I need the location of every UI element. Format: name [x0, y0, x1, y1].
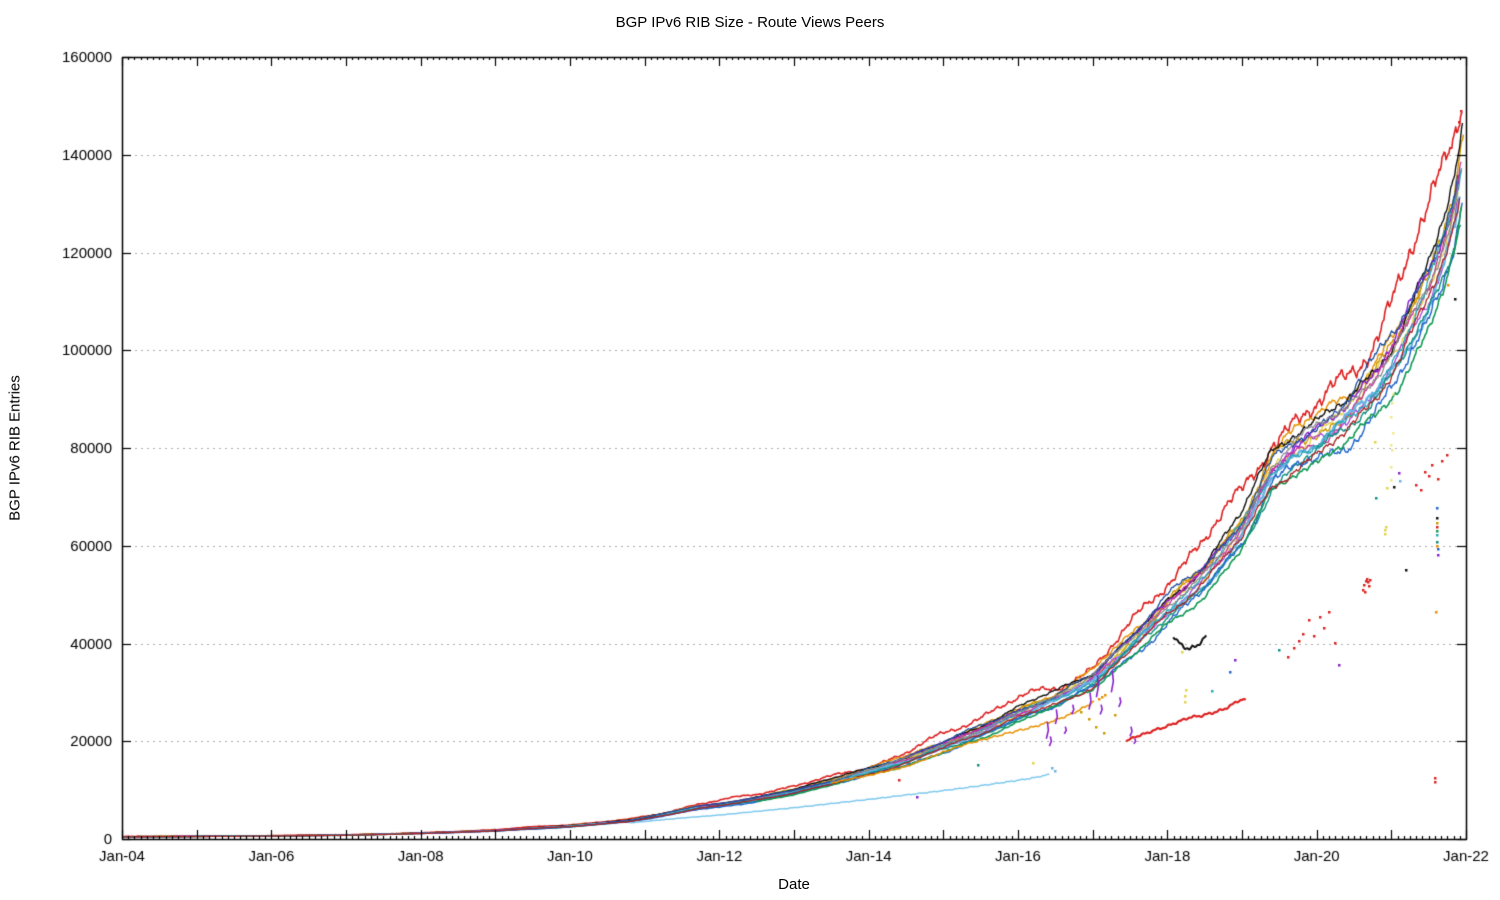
chart-title: BGP IPv6 RIB Size - Route Views Peers — [615, 14, 885, 31]
x-axis-label: Date — [778, 876, 810, 893]
y-axis-label: BGP IPv6 RIB Entries — [6, 375, 24, 521]
